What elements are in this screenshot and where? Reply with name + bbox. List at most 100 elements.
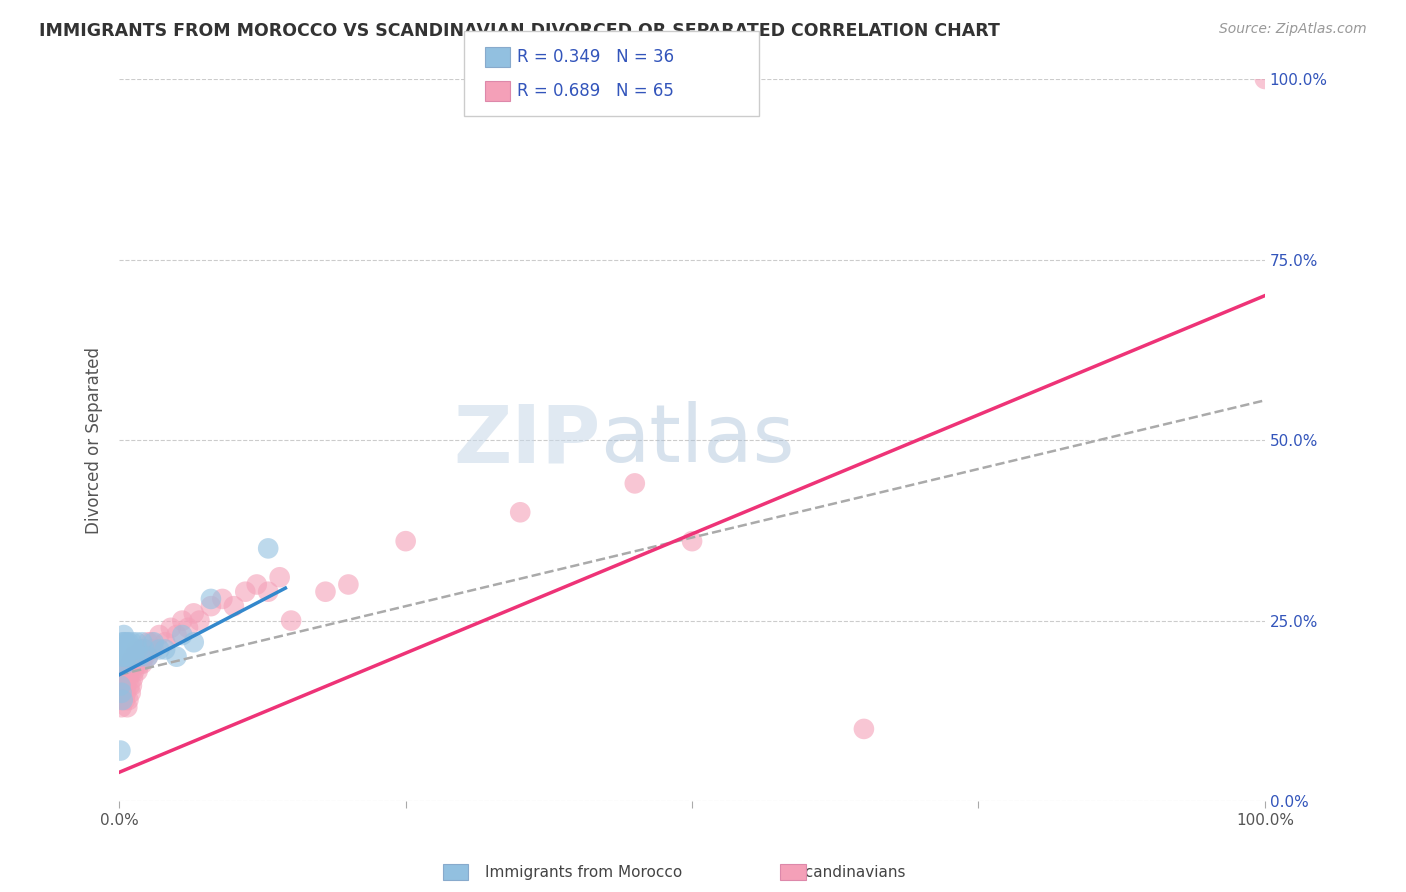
Point [110,642,132,657]
Point [110,679,132,693]
Point [172,628,194,642]
Point [142,642,165,657]
Point [141,635,163,649]
Point [136,649,159,664]
Point [120,686,142,700]
Text: R = 0.349   N = 36: R = 0.349 N = 36 [517,48,675,66]
Point [1254,72,1277,87]
Point [131,642,153,657]
Point [127,664,149,678]
Point [200,599,222,614]
Point [233,584,256,599]
Point [153,642,176,657]
Point [118,649,141,664]
Text: atlas: atlas [600,401,794,479]
Point [188,614,211,628]
Point [117,664,139,678]
Point [110,700,132,714]
Point [159,621,181,635]
Point [112,672,135,686]
Point [134,649,156,664]
Point [111,635,134,649]
Text: R = 0.689   N = 65: R = 0.689 N = 65 [517,82,675,100]
Point [117,693,139,707]
Point [177,621,200,635]
Point [117,642,139,657]
Point [166,649,188,664]
Point [153,635,176,649]
Point [112,635,135,649]
Point [222,599,245,614]
Point [110,686,132,700]
Point [115,649,138,664]
Point [125,657,148,671]
Point [122,672,145,686]
Point [257,584,280,599]
Point [111,693,134,707]
Point [122,649,145,664]
Point [211,591,233,606]
Point [200,591,222,606]
Point [134,642,156,657]
Point [114,649,136,664]
Point [111,642,134,657]
Point [314,584,336,599]
Point [118,679,141,693]
Point [122,642,145,657]
Point [115,686,138,700]
Point [623,476,645,491]
Text: Scandinavians: Scandinavians [796,865,905,880]
Point [128,649,150,664]
Point [852,722,875,736]
Point [134,642,156,657]
Point [166,628,188,642]
Point [117,672,139,686]
Point [509,505,531,519]
Point [172,614,194,628]
Point [111,686,134,700]
Point [110,743,132,757]
Point [131,657,153,671]
Point [114,657,136,671]
Point [110,657,132,671]
Point [125,635,148,649]
Point [136,635,159,649]
Y-axis label: Divorced or Separated: Divorced or Separated [86,347,103,533]
Point [136,649,159,664]
Point [112,628,135,642]
Point [110,649,132,664]
Point [120,642,142,657]
Point [121,679,143,693]
Point [121,664,143,678]
Point [280,614,302,628]
Text: Source: ZipAtlas.com: Source: ZipAtlas.com [1219,22,1367,37]
Point [114,657,136,671]
Point [127,649,149,664]
Point [148,628,170,642]
Text: IMMIGRANTS FROM MOROCCO VS SCANDINAVIAN DIVORCED OR SEPARATED CORRELATION CHART: IMMIGRANTS FROM MOROCCO VS SCANDINAVIAN … [39,22,1000,40]
Point [121,635,143,649]
Point [131,635,153,649]
Point [112,679,135,693]
Point [257,541,280,556]
Point [110,664,132,678]
Point [118,664,141,678]
Point [115,679,138,693]
Point [141,642,163,657]
Point [110,693,132,707]
Point [114,693,136,707]
Text: ZIP: ZIP [453,401,600,479]
Point [128,657,150,671]
Point [395,534,418,549]
Point [246,577,269,591]
Point [269,570,291,584]
Point [122,657,145,671]
Point [117,635,139,649]
Point [117,700,139,714]
Point [128,649,150,664]
Point [125,642,148,657]
Point [183,635,205,649]
Point [681,534,703,549]
Point [148,642,170,657]
Point [122,649,145,664]
